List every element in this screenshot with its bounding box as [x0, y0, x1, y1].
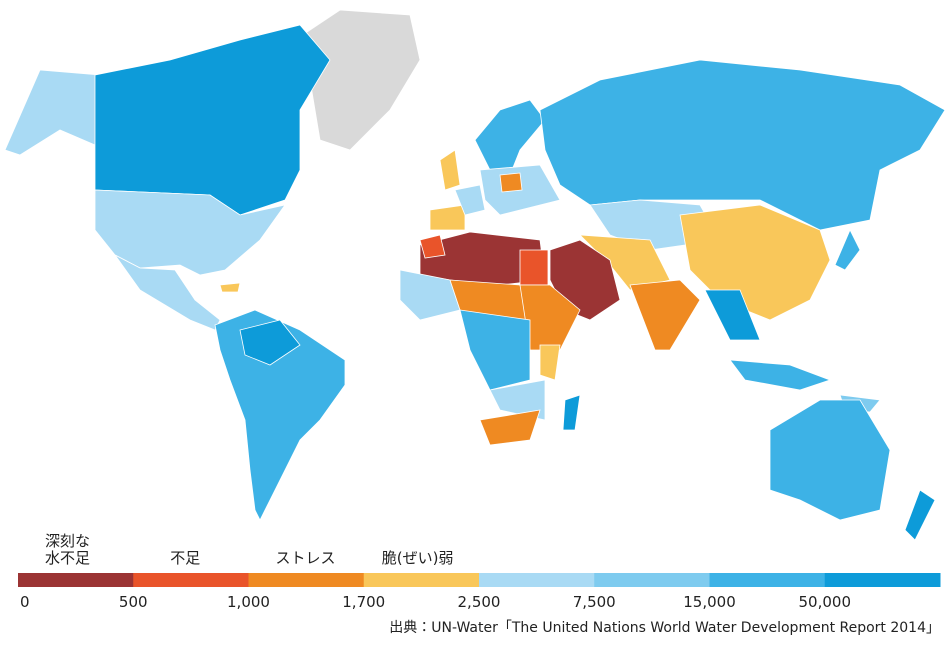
region: [489, 379, 546, 421]
legend: 0 500 1,000 1,700 2,500 7,500 15,000 50,000 深刻な水…: [18, 532, 941, 611]
legend-category-label: 水不足: [45, 549, 90, 567]
legend-swatch: [824, 573, 941, 587]
legend-swatch: [479, 573, 595, 587]
legend-tick-label: 50,000: [799, 593, 852, 611]
region: [834, 229, 861, 271]
region: [519, 249, 549, 286]
legend-category-label: 脆(ぜい)弱: [382, 549, 454, 567]
legend-category-label: 不足: [170, 549, 200, 567]
region: [219, 282, 241, 293]
region: [562, 394, 581, 431]
region: [769, 399, 891, 521]
world-map: [4, 9, 946, 541]
legend-tick-label: 2,500: [458, 593, 501, 611]
region: [539, 344, 561, 381]
legend-swatch: [248, 573, 365, 587]
legend-tick-label: 1,000: [227, 593, 270, 611]
region: [4, 69, 101, 156]
region: [294, 9, 421, 151]
legend-tick-label: 7,500: [573, 593, 616, 611]
region: [239, 319, 301, 366]
region: [94, 24, 331, 216]
region: [439, 149, 461, 191]
region: [629, 279, 701, 351]
region: [499, 172, 523, 193]
region: [419, 234, 446, 259]
legend-swatch: [594, 573, 710, 587]
region: [539, 59, 946, 231]
legend-category-label: 深刻な: [45, 532, 90, 550]
region: [474, 99, 546, 176]
legend-swatch: [363, 573, 480, 587]
region: [729, 359, 832, 391]
region: [94, 189, 286, 276]
legend-swatch: [709, 573, 826, 587]
region: [429, 204, 466, 231]
legend-tick-label: 1,700: [342, 593, 385, 611]
region: [399, 269, 461, 321]
region: [214, 309, 346, 521]
legend-tick-label: 15,000: [683, 593, 736, 611]
region: [479, 409, 541, 446]
region: [904, 489, 936, 541]
region: [459, 309, 531, 391]
legend-tick-label: 0: [20, 593, 30, 611]
region: [454, 184, 486, 216]
legend-category-label: ストレス: [276, 549, 336, 567]
source-note: 出典：UN-Water「The United Nations World Wat…: [389, 620, 940, 636]
legend-tick-label: 500: [119, 593, 148, 611]
region: [704, 289, 761, 341]
legend-swatch: [18, 573, 134, 587]
legend-swatch: [133, 573, 249, 587]
